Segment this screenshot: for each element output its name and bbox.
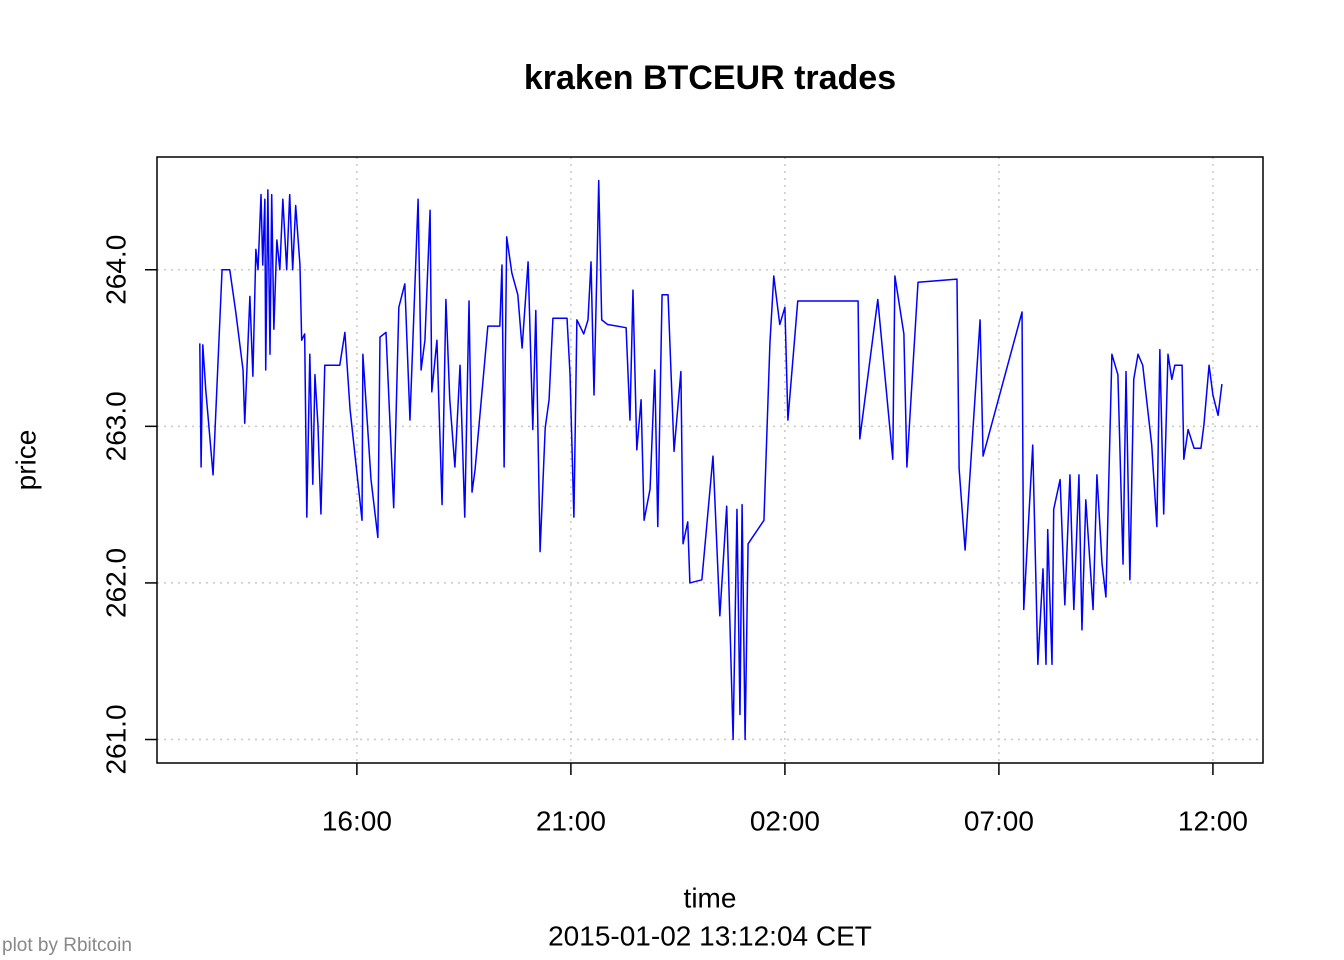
subtitle: 2015-01-02 13:12:04 CET xyxy=(548,920,872,951)
x-axis-label: time xyxy=(684,882,737,913)
x-tick-label: 16:00 xyxy=(322,805,392,836)
y-axis-label: price xyxy=(10,430,41,491)
price-line xyxy=(199,179,1223,741)
y-tick-label: 262.0 xyxy=(100,548,131,618)
y-tick-label: 264.0 xyxy=(100,235,131,305)
y-tick-label: 261.0 xyxy=(100,704,131,774)
x-tick-label: 07:00 xyxy=(964,805,1034,836)
y-tick-label: 263.0 xyxy=(100,391,131,461)
footer: plot by Rbitcoin xyxy=(2,935,132,956)
chart-title: kraken BTCEUR trades xyxy=(524,59,896,97)
x-tick-label: 12:00 xyxy=(1178,805,1248,836)
plot-frame xyxy=(156,156,1264,764)
x-tick-label: 02:00 xyxy=(750,805,820,836)
x-tick-label: 21:00 xyxy=(536,805,606,836)
